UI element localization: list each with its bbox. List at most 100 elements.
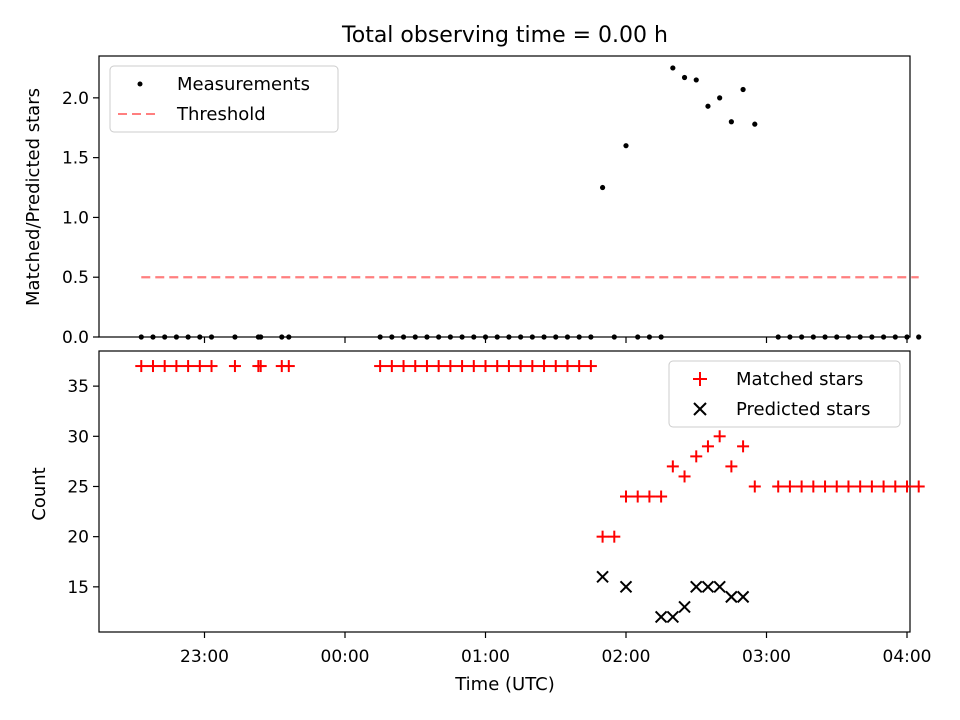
matched-stars-point — [514, 360, 527, 373]
matched-stars-series — [135, 360, 925, 543]
bottom-y-axis-label: Count — [29, 467, 50, 520]
measurement-point — [845, 334, 852, 340]
measurement-point — [717, 95, 723, 101]
matched-stars-point — [479, 360, 492, 373]
matched-stars-point — [795, 480, 808, 493]
bottom-panel: 15 20 25 30 35 23:00 00:00 01:00 02:00 03:00 04:0… — [29, 350, 932, 695]
matched-stars-point — [748, 480, 761, 493]
bottom-y-tick-label: 30 — [67, 427, 89, 447]
measurement-point — [740, 86, 746, 93]
top-y-tick-label: 0.5 — [62, 268, 89, 288]
measurement-point — [822, 334, 828, 340]
measurement-point — [670, 65, 676, 71]
measurement-point — [857, 334, 863, 340]
matched-stars-point — [620, 490, 632, 503]
measurement-point — [518, 334, 524, 340]
matched-stars-legend-marker — [693, 372, 707, 386]
predicted-stars-point — [596, 570, 609, 584]
matched-stars-point — [561, 360, 574, 373]
matched-stars-point — [467, 360, 480, 373]
matched-stars-point — [842, 480, 855, 493]
measurement-point — [258, 334, 264, 340]
matched-stars-point — [877, 480, 890, 493]
measurement-point — [471, 334, 477, 340]
measurement-point — [436, 334, 442, 340]
measurement-point — [775, 334, 781, 340]
measurement-point — [553, 334, 559, 340]
top-y-tick-label: 2.0 — [62, 89, 89, 109]
matched-stars-point — [444, 360, 457, 373]
measurements-series — [138, 65, 922, 340]
measurement-point — [286, 334, 292, 340]
top-panel-frame — [98, 55, 911, 338]
matched-stars-point — [631, 490, 644, 503]
matched-stars-point — [783, 480, 796, 493]
top-y-ticks: 0.0 0.5 1.0 1.5 2.0 — [62, 89, 99, 348]
bottom-y-tick-label: 35 — [67, 377, 89, 397]
bottom-y-tick-label: 20 — [67, 528, 89, 548]
top-y-tick-label: 1.5 — [62, 149, 89, 169]
x-tick-label: 02:00 — [602, 647, 651, 667]
matched-stars-point — [608, 530, 621, 543]
matched-stars-point — [713, 430, 726, 443]
measurement-point — [623, 143, 629, 149]
matched-stars-point — [526, 360, 539, 373]
top-legend-frame — [109, 65, 339, 133]
measurement-point — [693, 77, 699, 83]
matched-stars-point — [596, 530, 609, 543]
measurement-point — [576, 334, 582, 340]
predicted-stars-point — [678, 600, 691, 614]
measurement-point — [506, 334, 512, 340]
predicted-stars-legend-label: Predicted stars — [736, 399, 870, 420]
chart-title: Total observing time = 0.00 h — [341, 23, 668, 48]
measurement-point — [173, 334, 179, 340]
matched-stars-point — [807, 480, 820, 493]
matched-stars-point — [193, 360, 206, 373]
matched-stars-point — [502, 360, 515, 373]
measurement-point — [611, 334, 617, 340]
top-panel: 0.00.51.01.52.0 Matched/Predicted stars … — [23, 55, 922, 348]
bottom-y-ticks: 15 20 25 30 35 — [67, 377, 99, 598]
predicted-stars-series — [596, 570, 750, 624]
predicted-stars-point — [701, 580, 715, 594]
bottom-legend-frame — [668, 360, 901, 428]
measurement-point — [564, 334, 571, 340]
measurement-point — [150, 334, 156, 340]
matched-stars-point — [701, 440, 714, 453]
measurement-point — [541, 334, 547, 340]
matched-stars-point — [819, 480, 832, 493]
measurement-point — [834, 334, 840, 340]
measurement-point — [232, 334, 238, 340]
predicted-stars-point — [713, 580, 726, 594]
predicted-stars-point — [736, 590, 750, 604]
matched-stars-point — [170, 360, 183, 373]
x-axis-label: Time (UTC) — [454, 674, 555, 695]
matched-stars-point — [420, 360, 433, 373]
matched-stars-point — [643, 490, 656, 503]
predicted-stars-point — [690, 580, 703, 594]
measurement-point — [728, 119, 734, 125]
matched-stars-point — [228, 360, 241, 373]
bottom-x-ticks: 23:00 00:00 01:00 02:00 03:00 04:00 — [180, 632, 932, 667]
measurement-point — [279, 334, 285, 340]
measurement-point — [412, 334, 418, 340]
measurement-point — [529, 334, 535, 340]
measurement-point — [646, 334, 653, 340]
matched-stars-point — [690, 450, 703, 463]
matched-stars-point — [456, 360, 469, 373]
matched-stars-point — [889, 480, 902, 493]
matched-stars-point — [205, 360, 218, 373]
matched-stars-point — [901, 480, 913, 493]
matched-stars-point — [678, 470, 691, 483]
matched-stars-point — [549, 360, 562, 373]
matched-stars-point — [397, 360, 410, 373]
measurement-point — [810, 334, 816, 340]
x-tick-label: 01:00 — [461, 647, 510, 667]
predicted-stars-point — [619, 580, 633, 594]
measurement-point — [599, 184, 606, 191]
measurement-point — [588, 334, 594, 340]
matched-stars-point — [374, 360, 387, 373]
bottom-y-tick-label: 25 — [67, 477, 89, 497]
predicted-stars-point — [666, 610, 680, 624]
